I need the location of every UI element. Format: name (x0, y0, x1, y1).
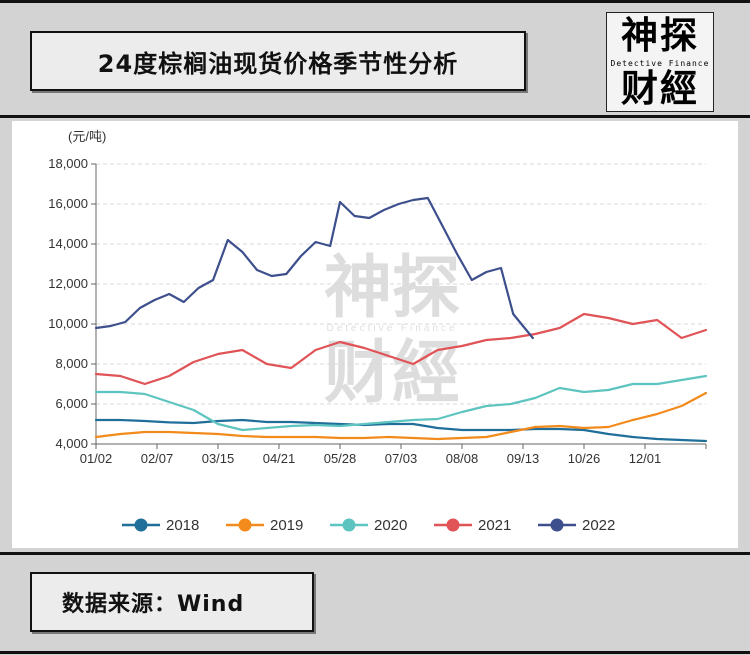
x-tick-label: 04/21 (263, 451, 296, 466)
page-title: 24度棕榈油现货价格季节性分析 (30, 31, 526, 91)
y-tick-label: 12,000 (48, 276, 88, 291)
y-tick-label: 8,000 (55, 356, 88, 371)
x-tick-label: 09/13 (507, 451, 540, 466)
watermark-subtitle: Detective Finance (326, 323, 457, 334)
legend-swatch-marker (238, 518, 252, 532)
x-tick-label: 10/26 (568, 451, 601, 466)
legend-item-2021[interactable]: 2021 (434, 517, 511, 534)
watermark-logo: 神探 Detective Finance 财經 (324, 249, 460, 413)
x-tick-label: 02/07 (141, 451, 174, 466)
legend-swatch-marker (446, 518, 460, 532)
legend-swatch-marker (550, 518, 564, 532)
y-tick-label: 18,000 (48, 156, 88, 171)
x-tick-label: 03/15 (202, 451, 235, 466)
bottom-frame-line (0, 651, 750, 654)
legend-item-2020[interactable]: 2020 (330, 517, 407, 534)
x-tick-label: 12/01 (629, 451, 662, 466)
legend-label: 2021 (478, 517, 511, 534)
y-tick-label: 10,000 (48, 316, 88, 331)
series-line-2022 (94, 196, 534, 340)
legend-swatch-marker (342, 518, 356, 532)
logo-bottom-text: 财經 (621, 67, 699, 110)
y-tick-label: 4,000 (55, 436, 88, 451)
chart-panel: 神探 Detective Finance 财經 4,000 6,000 8,000 1… (12, 121, 738, 548)
x-tick-label: 05/28 (324, 451, 357, 466)
x-tick-label: 07/03 (385, 451, 418, 466)
chart-legend[interactable]: 2018 2019 2020 2021 2022 (122, 517, 615, 534)
series-lines (94, 196, 708, 443)
y-tick-label: 14,000 (48, 236, 88, 251)
series-line-2021 (94, 312, 708, 386)
data-source: 数据来源：Wind (30, 572, 314, 632)
seasonal-line-chart: 神探 Detective Finance 财經 4,000 6,000 8,000 1… (48, 129, 708, 534)
lower-divider (0, 552, 750, 555)
watermark-top-text: 神探 (324, 249, 460, 328)
legend-label: 2020 (374, 517, 407, 534)
x-tick-label: 08/08 (446, 451, 479, 466)
legend-item-2022[interactable]: 2022 (538, 517, 615, 534)
legend-swatch-marker (134, 518, 148, 532)
series-line-2020 (94, 374, 708, 432)
y-axis-unit-label: (元/吨) (68, 129, 106, 144)
y-tick-label: 6,000 (55, 396, 88, 411)
logo-subtitle: Detective Finance (610, 59, 710, 68)
legend-item-2019[interactable]: 2019 (226, 517, 303, 534)
legend-item-2018[interactable]: 2018 (122, 517, 199, 534)
watermark-bottom-text: 财經 (324, 334, 460, 413)
y-tick-label: 16,000 (48, 196, 88, 211)
top-frame-line (0, 0, 750, 3)
series-line-2019 (94, 391, 708, 441)
legend-label: 2018 (166, 517, 199, 534)
brand-logo: 神探 Detective Finance 财經 (606, 12, 714, 112)
logo-top-text: 神探 (621, 14, 699, 57)
upper-divider (0, 115, 750, 118)
x-tick-label: 01/02 (80, 451, 113, 466)
legend-label: 2022 (582, 517, 615, 534)
series-line-2018 (94, 418, 708, 443)
axes: 4,000 6,000 8,000 10,000 12,000 14,000 16,000 1… (48, 156, 707, 466)
legend-label: 2019 (270, 517, 303, 534)
